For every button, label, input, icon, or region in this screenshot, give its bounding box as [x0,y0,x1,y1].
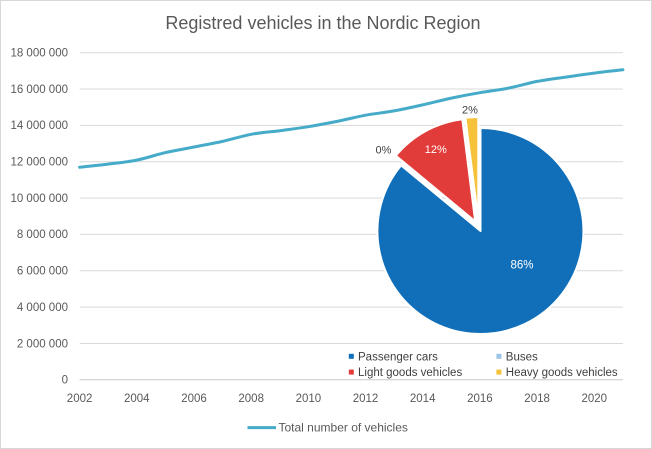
svg-text:18 000 000: 18 000 000 [10,48,68,60]
svg-text:2014: 2014 [410,393,436,405]
svg-text:14 000 000: 14 000 000 [10,120,68,132]
svg-text:Light goods vehicles: Light goods vehicles [358,367,462,379]
svg-text:2 000 000: 2 000 000 [17,338,68,350]
svg-text:12 000 000: 12 000 000 [10,157,68,169]
svg-text:2004: 2004 [124,393,150,405]
svg-text:4 000 000: 4 000 000 [17,302,68,314]
svg-text:2018: 2018 [524,393,550,405]
svg-text:6 000 000: 6 000 000 [17,266,68,278]
svg-text:Heavy goods vehicles: Heavy goods vehicles [506,367,618,379]
svg-text:Buses: Buses [506,351,538,363]
svg-text:12%: 12% [425,144,447,156]
svg-text:Passenger cars: Passenger cars [358,351,438,363]
svg-text:2010: 2010 [296,393,322,405]
svg-text:16 000 000: 16 000 000 [10,84,68,96]
svg-text:8 000 000: 8 000 000 [17,229,68,241]
svg-text:Total number of vehicles: Total number of vehicles [279,421,408,435]
svg-text:Registred vehicles in the Nord: Registred vehicles in the Nordic Region [165,13,480,33]
svg-text:2012: 2012 [353,393,379,405]
svg-text:2016: 2016 [467,393,493,405]
svg-text:2020: 2020 [582,393,608,405]
svg-text:2006: 2006 [181,393,207,405]
svg-text:2%: 2% [462,104,478,116]
svg-text:0%: 0% [376,144,392,156]
svg-text:2002: 2002 [67,393,93,405]
svg-text:2008: 2008 [238,393,264,405]
svg-text:86%: 86% [510,259,533,271]
svg-text:10 000 000: 10 000 000 [10,193,68,205]
svg-text:0: 0 [62,375,68,387]
